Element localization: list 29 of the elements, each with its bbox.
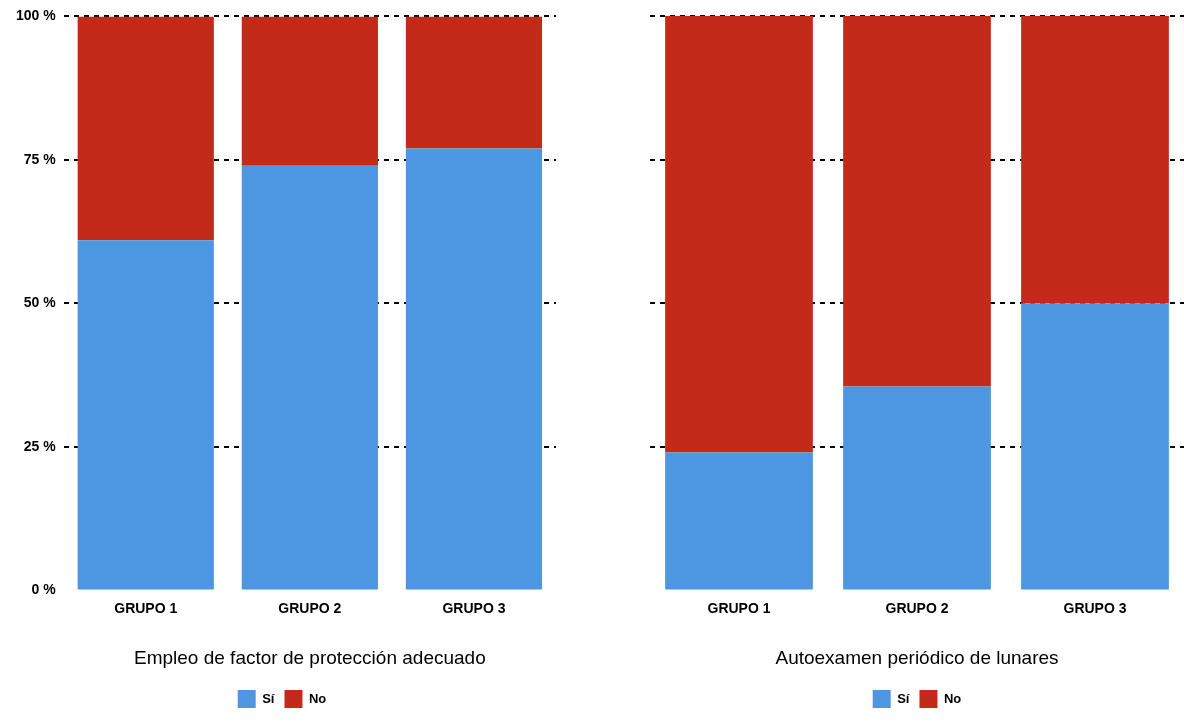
x-tick-label: GRUPO 1	[707, 599, 771, 616]
x-tick-label: GRUPO 2	[278, 599, 342, 616]
x-axis-title: Autoexamen periódico de lunares	[775, 646, 1059, 668]
bar	[1021, 303, 1169, 590]
x-tick-label: GRUPO 1	[114, 599, 178, 616]
y-tick-label: 75 %	[23, 150, 57, 167]
x-tick-label: GRUPO 3	[1063, 599, 1127, 616]
y-tick-label: 50 %	[23, 294, 57, 311]
y-tick-label: 25 %	[23, 437, 57, 454]
bar	[241, 165, 378, 590]
x-tick-label: GRUPO 2	[885, 599, 949, 616]
bar	[1021, 16, 1169, 304]
x-axis-title: Empleo de factor de protección adecuado	[133, 646, 486, 668]
bar	[77, 240, 214, 590]
legend-label: Sí	[262, 690, 275, 706]
x-tick-label: GRUPO 3	[442, 599, 506, 616]
bar	[405, 148, 543, 590]
bar	[843, 16, 991, 387]
legend-label: No	[943, 690, 962, 706]
bar	[665, 16, 813, 453]
bar	[405, 16, 543, 149]
bar	[77, 16, 214, 241]
bar	[843, 386, 991, 590]
y-tick-label: 100 %	[15, 7, 57, 24]
legend-label: No	[308, 690, 327, 706]
bar	[665, 452, 813, 590]
bar	[241, 16, 378, 166]
y-tick-label: 0 %	[31, 581, 57, 598]
legend-label: Sí	[897, 690, 910, 706]
